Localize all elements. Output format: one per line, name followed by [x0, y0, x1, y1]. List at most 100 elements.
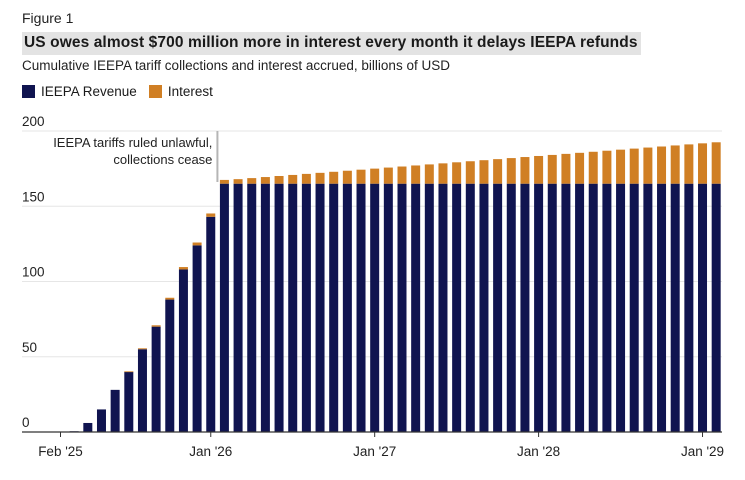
bar-revenue — [657, 183, 667, 432]
bar-revenue — [288, 183, 298, 432]
bar-interest — [698, 143, 708, 184]
y-tick-label-150: 150 — [22, 189, 45, 204]
bar-interest — [588, 151, 598, 184]
annotation-text-line2: collections cease — [113, 152, 212, 167]
bar-revenue — [233, 183, 243, 432]
annotation-text-line1: IEEPA tariffs ruled unlawful, — [53, 135, 212, 150]
bar-interest — [383, 167, 393, 184]
bar-interest — [356, 169, 366, 184]
bar-revenue — [96, 409, 106, 432]
bar-interest — [288, 174, 298, 184]
bar-revenue — [643, 183, 653, 432]
bar-revenue — [438, 183, 448, 432]
bar-interest — [711, 142, 721, 184]
bar-revenue — [329, 183, 339, 432]
bar-revenue — [274, 183, 284, 432]
bar-interest — [547, 154, 557, 184]
bar-revenue — [698, 183, 708, 432]
bar-revenue — [711, 183, 721, 432]
bar-interest — [684, 144, 694, 184]
legend-item-interest: Interest — [148, 84, 213, 99]
bar-interest — [397, 166, 407, 184]
bar-interest — [151, 325, 161, 327]
bar-interest — [670, 145, 680, 184]
y-tick-label-100: 100 — [22, 265, 45, 280]
bar-interest — [301, 173, 311, 184]
legend-swatch-interest — [148, 85, 162, 98]
bar-revenue — [83, 422, 93, 432]
bar-interest — [629, 148, 639, 184]
bar-interest — [575, 152, 585, 184]
bar-interest — [178, 267, 188, 270]
bar-revenue — [315, 183, 325, 432]
bar-revenue — [452, 183, 462, 432]
bar-revenue — [370, 183, 380, 432]
chart-title: US owes almost $700 million more in inte… — [22, 32, 641, 55]
bar-revenue — [424, 183, 434, 432]
legend-label-interest: Interest — [167, 84, 213, 99]
bar-revenue — [178, 269, 188, 432]
bar-revenue — [219, 183, 229, 432]
bar-revenue — [301, 183, 311, 432]
bar-interest — [206, 213, 216, 217]
bar-interest — [247, 178, 257, 184]
figure-label: Figure 1 — [22, 10, 74, 26]
bar-revenue — [206, 216, 216, 432]
bar-revenue — [411, 183, 421, 432]
bar-revenue — [616, 183, 626, 432]
bar-interest — [370, 168, 380, 184]
bar-revenue — [534, 183, 544, 432]
bar-revenue — [260, 183, 270, 432]
bar-revenue — [192, 245, 202, 432]
bar-interest — [411, 165, 421, 184]
bar-interest — [506, 158, 516, 184]
bar-revenue — [124, 371, 134, 432]
chart-subtitle: Cumulative IEEPA tariff collections and … — [22, 58, 450, 73]
bar-interest — [561, 153, 571, 184]
bar-revenue — [629, 183, 639, 432]
bar-interest — [424, 164, 434, 184]
bar-revenue — [670, 183, 680, 432]
y-tick-label-0: 0 — [22, 415, 30, 430]
x-tick-label: Feb '25 — [38, 444, 83, 459]
bar-interest — [192, 242, 202, 246]
bar-interest — [438, 163, 448, 184]
bar-interest — [493, 159, 503, 184]
bar-revenue — [684, 183, 694, 432]
bar-revenue — [506, 183, 516, 432]
x-tick-label: Jan '27 — [353, 444, 396, 459]
bar-interest — [520, 157, 530, 184]
bar-interest — [260, 177, 270, 184]
bar-revenue — [137, 349, 147, 432]
bar-interest — [124, 371, 134, 373]
legend-swatch-revenue — [22, 85, 35, 98]
bar-interest — [479, 160, 489, 184]
bar-interest — [165, 297, 175, 300]
y-tick-label-50: 50 — [22, 340, 37, 355]
legend-label-revenue: IEEPA Revenue — [41, 84, 137, 99]
bar-revenue — [247, 183, 257, 432]
bar-revenue — [383, 183, 393, 432]
x-tick-label: Jan '26 — [189, 444, 232, 459]
bar-revenue — [588, 183, 598, 432]
x-tick-label: Jan '29 — [681, 444, 724, 459]
bar-interest — [137, 348, 147, 350]
bar-interest — [342, 170, 352, 184]
legend: IEEPA Revenue Interest — [22, 84, 225, 99]
bar-revenue — [110, 389, 120, 432]
bar-interest — [452, 162, 462, 184]
bar-revenue — [602, 183, 612, 432]
bar-interest — [657, 146, 667, 184]
bar-interest — [534, 155, 544, 184]
y-tick-label-200: 200 — [22, 114, 45, 129]
bar-revenue — [547, 183, 557, 432]
bar-revenue — [342, 183, 352, 432]
bar-revenue — [561, 183, 571, 432]
bar-revenue — [479, 183, 489, 432]
bar-revenue — [356, 183, 366, 432]
bar-interest — [616, 149, 626, 184]
bar-revenue — [575, 183, 585, 432]
bar-interest — [643, 147, 653, 184]
legend-item-revenue: IEEPA Revenue — [22, 84, 137, 99]
